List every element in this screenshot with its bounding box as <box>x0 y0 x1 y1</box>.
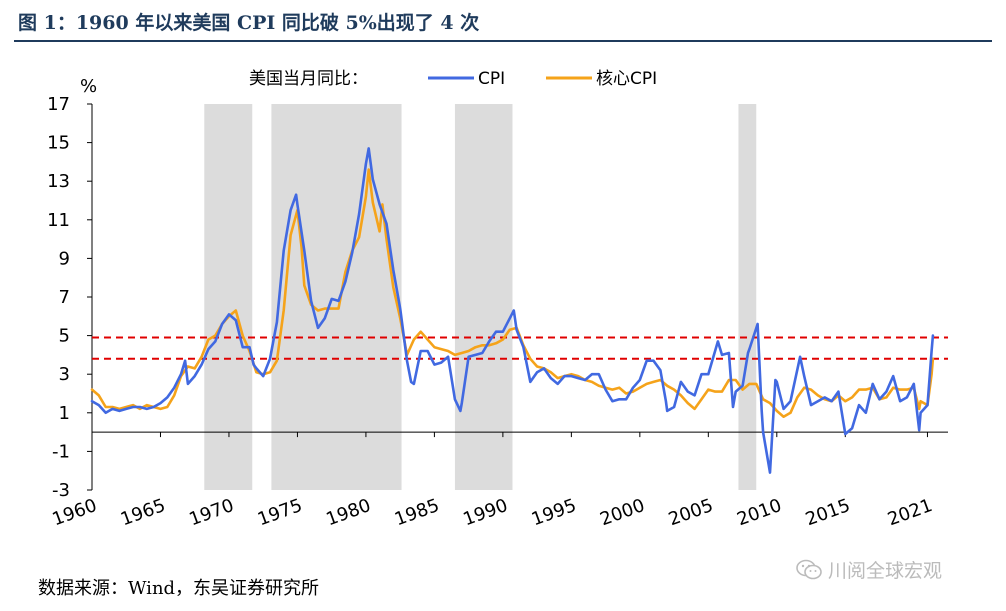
x-tick-label: 1985 <box>392 495 442 530</box>
x-tick-label: 2021 <box>885 495 935 530</box>
series-lines <box>90 147 935 474</box>
y-tick-label: 1 <box>59 403 70 424</box>
cpi-series-line <box>90 147 935 474</box>
x-tick-label: 1970 <box>186 495 236 530</box>
y-tick-label: 17 <box>47 94 70 115</box>
wechat-icon <box>796 559 822 579</box>
legend-title: 美国当月同比： <box>249 69 368 89</box>
title-divider <box>14 40 992 42</box>
x-tick-label: 2005 <box>666 495 716 530</box>
x-tick-label: 2010 <box>734 495 784 530</box>
watermark-text: 川阅全球宏观 <box>828 560 943 582</box>
y-tick-label: 3 <box>59 364 70 385</box>
legend-core-label: 核心CPI <box>596 69 657 89</box>
recession-band-2 <box>271 104 402 490</box>
x-tick-label: 1975 <box>255 495 305 530</box>
y-axis-unit: % <box>80 76 97 97</box>
y-tick-label: -3 <box>52 480 70 501</box>
y-tick-label: -1 <box>52 441 70 462</box>
legend: 美国当月同比： CPI 核心CPI <box>249 69 657 89</box>
y-tick-label: 11 <box>47 210 70 231</box>
legend-cpi-label: CPI <box>478 69 505 89</box>
chart-title: 图 1：1960 年以来美国 CPI 同比破 5%出现了 4 次 <box>18 12 480 34</box>
y-tick-label: 13 <box>47 171 70 192</box>
x-tick-label: 1980 <box>323 495 373 530</box>
recession-band-3 <box>454 104 513 490</box>
x-tick-label: 2015 <box>803 495 853 530</box>
x-tick-label: 1990 <box>460 495 510 530</box>
watermark: 川阅全球宏观 <box>796 556 942 583</box>
y-tick-label: 15 <box>47 133 70 154</box>
recession-band-1 <box>204 104 253 490</box>
y-tick-label: 9 <box>59 248 70 269</box>
threshold-lines <box>92 336 948 360</box>
x-tick-label: 2000 <box>597 495 647 530</box>
source-note: 数据来源：Wind，东吴证券研究所 <box>38 578 320 599</box>
x-tick-label: 1965 <box>118 495 168 530</box>
y-tick-label: 5 <box>59 326 70 347</box>
recession-band-4 <box>738 104 757 490</box>
y-tick-label: 7 <box>59 287 70 308</box>
core-cpi-series-line <box>90 168 935 418</box>
recession-bands <box>204 104 757 490</box>
x-tick-label: 1995 <box>529 495 579 530</box>
